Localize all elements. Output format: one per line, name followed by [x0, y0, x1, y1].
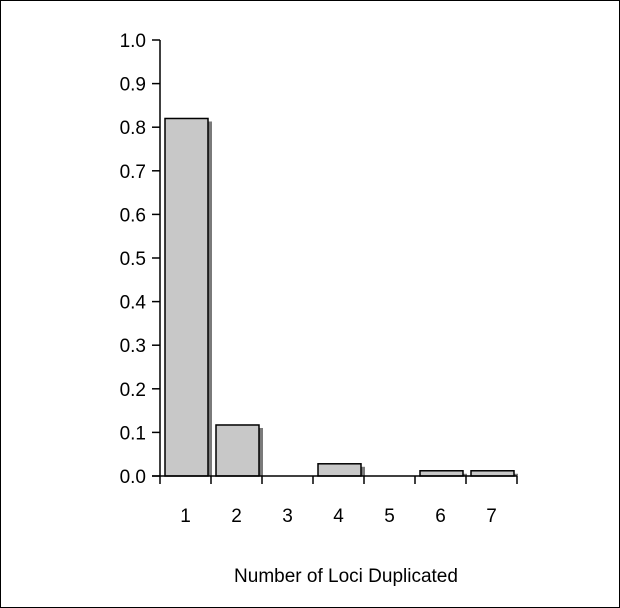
- bar-1: [164, 117, 209, 477]
- x-tick-label: 7: [486, 506, 497, 527]
- x-tick-label: 3: [282, 506, 293, 527]
- y-tick-label: 1.0: [120, 31, 146, 52]
- bar-7: [470, 470, 515, 477]
- y-tick-label: 0.7: [120, 162, 146, 183]
- y-tick-label: 0.3: [120, 336, 146, 357]
- x-tick-label: 1: [180, 506, 191, 527]
- x-tick-label: 2: [231, 506, 242, 527]
- y-ticks-group: 0.0 0.1 0.2 0.3 0.4 0.5 0.6 0.7 0.8 0.9 1.0: [120, 31, 160, 488]
- y-tick-label: 0.0: [120, 467, 146, 488]
- y-tick-label: 0.9: [120, 75, 146, 96]
- y-tick-label: 0.2: [120, 380, 146, 401]
- bar-6: [419, 470, 464, 477]
- x-tick-label: 6: [435, 506, 446, 527]
- bar-4: [317, 463, 362, 477]
- x-tick-label: 5: [384, 506, 395, 527]
- x-ticks-group: 1 2 3 4 5 6 7: [159, 476, 518, 527]
- x-axis-title: Number of Loci Duplicated: [234, 566, 458, 587]
- x-tick-label: 4: [333, 506, 344, 527]
- bars-group: [164, 117, 518, 477]
- bar-2: [215, 424, 260, 477]
- y-tick-label: 0.6: [120, 205, 146, 226]
- y-tick-label: 0.8: [120, 118, 146, 139]
- y-tick-label: 0.1: [120, 423, 146, 444]
- y-tick-label: 0.4: [120, 293, 147, 314]
- y-tick-label: 0.5: [120, 249, 146, 270]
